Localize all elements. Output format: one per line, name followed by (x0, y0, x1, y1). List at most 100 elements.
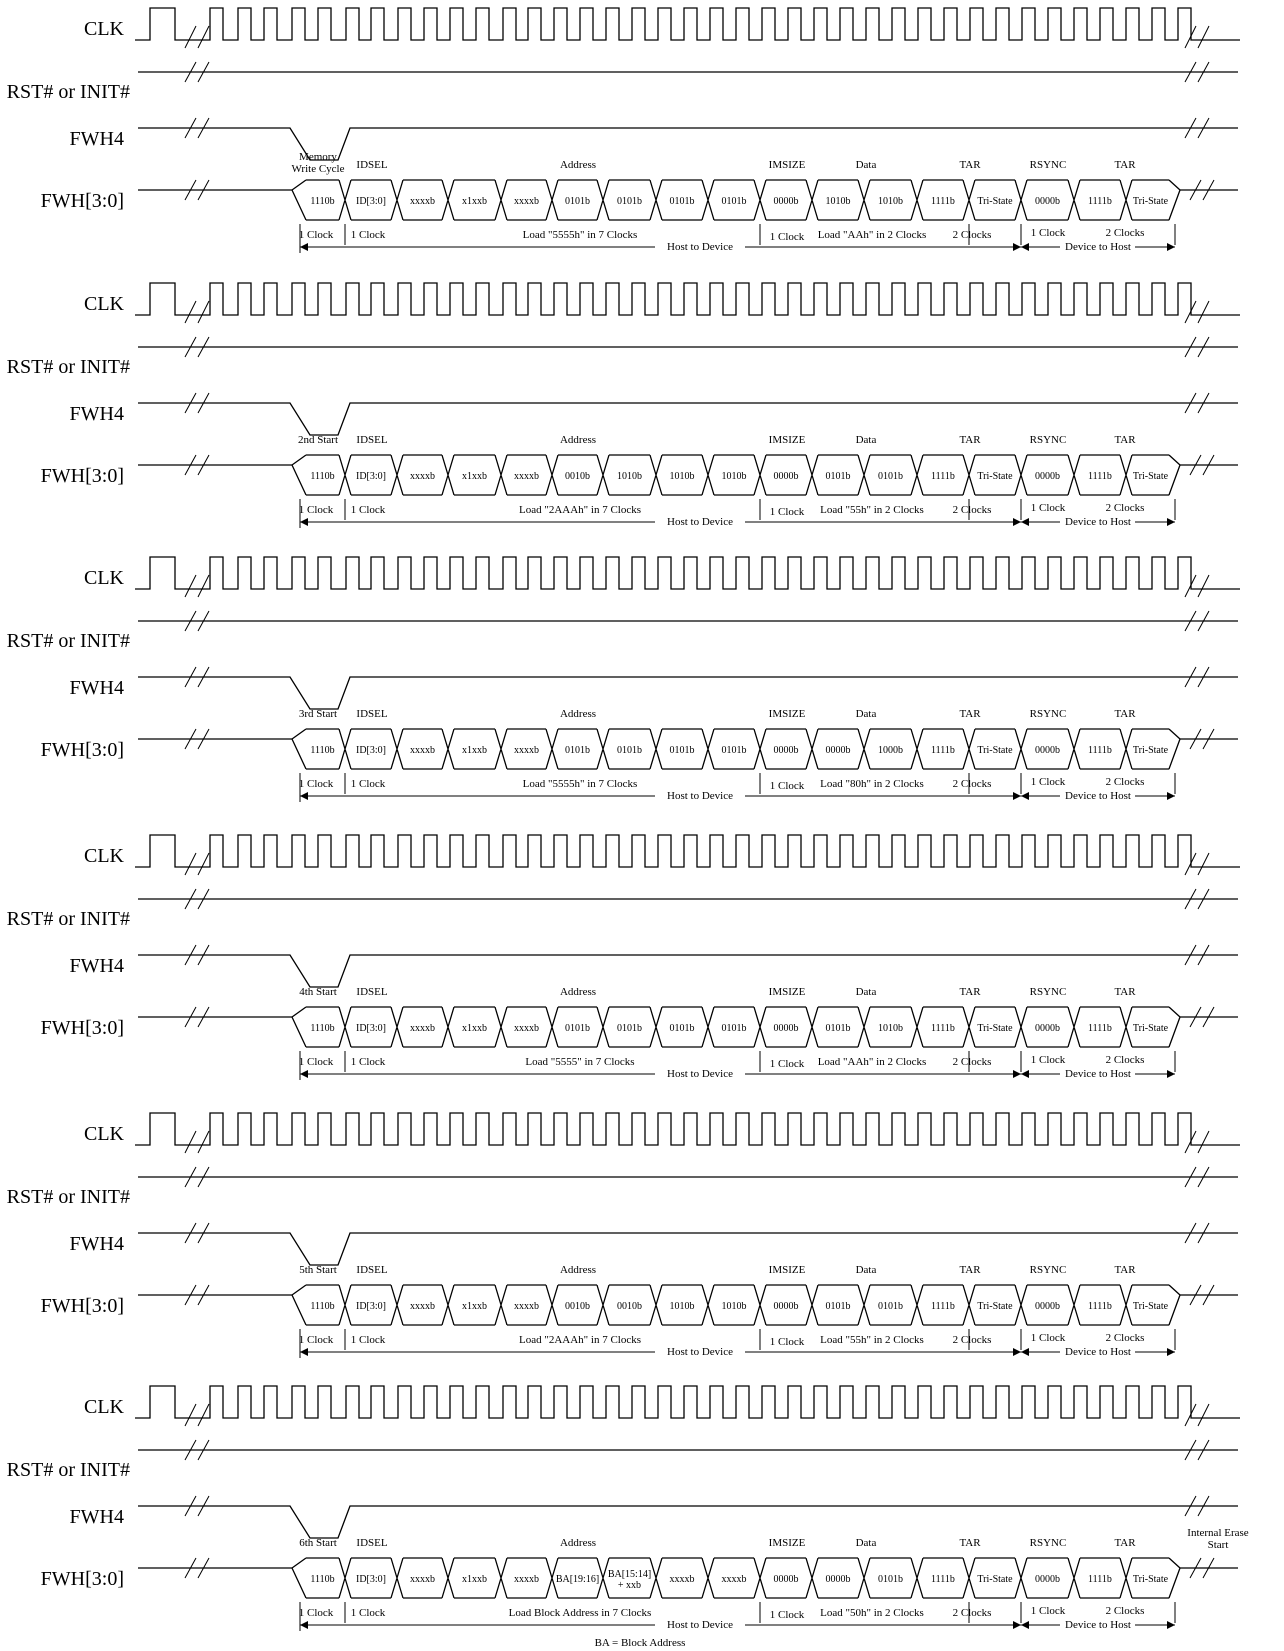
fwh-break-mark (184, 1284, 210, 1306)
fwh4-break-mark (184, 1495, 210, 1517)
tar-header: TAR (959, 986, 981, 998)
fwh-break-mark (184, 728, 210, 750)
idsel-header: IDSEL (356, 708, 387, 720)
bus-cell-value: 0000b (1035, 1301, 1060, 1312)
clock-count-label: 1 Clock (351, 504, 386, 516)
clock-count-label: 1 Clock (770, 506, 805, 518)
bus-cell-value: 0010b (565, 471, 590, 482)
tar-header: TAR (959, 1264, 981, 1276)
rsync-header: RSYNC (1030, 159, 1067, 171)
arrowhead-right (1013, 1070, 1021, 1078)
bus-cell-value: x1xxb (462, 745, 487, 756)
bus-cell-value: BA[15:14] + xxb (608, 1569, 651, 1591)
bus-cell-value: 0000b (1035, 745, 1060, 756)
fwh4-waveform (138, 1505, 1238, 1539)
arrowhead-right (1013, 243, 1021, 251)
bus-cell-value: 0000b (774, 471, 799, 482)
fwh4-waveform (138, 954, 1238, 988)
tar-header: TAR (1114, 986, 1136, 998)
idsel-header: IDSEL (356, 434, 387, 446)
clock-count-label: 2 Clocks (953, 504, 992, 516)
host-to-device-label: Host to Device (667, 1346, 733, 1358)
bus-cell-value: 1111b (931, 1301, 955, 1312)
bus-cell-value: 1010b (722, 471, 747, 482)
bus-cell-value: 0101b (670, 1023, 695, 1034)
arrowhead-left (1021, 1348, 1029, 1356)
bus-cell-value: Tri-State (977, 745, 1013, 756)
bus-cell-value: ID[3:0] (356, 1301, 386, 1312)
clk-break-mark (1184, 1130, 1210, 1154)
bus-cell-value: 0000b (774, 196, 799, 207)
imsize-header: IMSIZE (769, 1537, 806, 1549)
clock-count-label: 1 Clock (1031, 1605, 1066, 1617)
start-label: 6th Start (299, 1537, 337, 1549)
bus-cell-value: 0101b (617, 745, 642, 756)
bus-cell-value: 0000b (1035, 196, 1060, 207)
bus-cell-value: 1110b (310, 1023, 334, 1034)
bus-cell-value: Tri-State (1133, 745, 1169, 756)
bus-cell-value: 0010b (565, 1301, 590, 1312)
clk-label: CLK (84, 1396, 125, 1418)
bus-cell-value: 1110b (310, 745, 334, 756)
clock-count-label: 1 Clock (1031, 1332, 1066, 1344)
fwh4-label: FWH4 (70, 677, 124, 699)
address-clock-note: Load "2AAAh" in 7 Clocks (519, 1334, 641, 1346)
bus-cell-value: Tri-State (1133, 196, 1169, 207)
rst-label: RST# or INIT# (7, 1459, 130, 1481)
bus-cell-value: xxxxb (410, 196, 435, 207)
bus-cell-value: 0000b (774, 1301, 799, 1312)
rst-label: RST# or INIT# (7, 81, 130, 103)
fwh4-break-mark (184, 1222, 210, 1244)
clock-count-label: 2 Clocks (953, 1056, 992, 1068)
bus-cell-value: 0101b (565, 196, 590, 207)
clk-waveform (135, 1385, 1240, 1419)
arrowhead-right (1013, 792, 1021, 800)
imsize-header: IMSIZE (769, 434, 806, 446)
bus-cell-value: 0101b (565, 1023, 590, 1034)
tar-header: TAR (1114, 1264, 1136, 1276)
data-clock-note: Load "AAh" in 2 Clocks (818, 1056, 927, 1068)
clock-count-label: 1 Clock (770, 780, 805, 792)
fwh4-label: FWH4 (70, 1506, 124, 1528)
start-label: 2nd Start (298, 434, 338, 446)
bus-cell-value: 0010b (617, 1301, 642, 1312)
rst-break-mark (1184, 610, 1210, 632)
arrowhead-right (1167, 1070, 1175, 1078)
bus-cell-value: 0101b (670, 196, 695, 207)
clk-waveform (135, 834, 1240, 868)
clk-label: CLK (84, 567, 125, 589)
fwh4-break-mark (184, 666, 210, 688)
device-to-host-label: Device to Host (1065, 241, 1131, 253)
bus-cell-value: xxxxb (410, 1301, 435, 1312)
address-header: Address (560, 1264, 596, 1276)
bus-cell-value: 1111b (1088, 1023, 1112, 1034)
clock-count-label: 1 Clock (351, 229, 386, 241)
rsync-header: RSYNC (1030, 1537, 1067, 1549)
data-header: Data (856, 1537, 877, 1549)
bus-cell-value: xxxxb (670, 1574, 695, 1585)
block-address-footnote: BA = Block Address (595, 1637, 686, 1649)
rsync-header: RSYNC (1030, 986, 1067, 998)
data-header: Data (856, 159, 877, 171)
start-label: 3rd Start (299, 708, 337, 720)
bus-cell-value: 1111b (931, 745, 955, 756)
data-clock-note: Load "55h" in 2 Clocks (820, 504, 924, 516)
address-header: Address (560, 434, 596, 446)
clock-count-label: 1 Clock (770, 1336, 805, 1348)
arrowhead-left (300, 1348, 308, 1356)
fwh4-waveform (138, 127, 1238, 161)
bus-cell-value: Tri-State (1133, 471, 1169, 482)
arrowhead-left (300, 792, 308, 800)
fwh-label: FWH[3:0] (41, 1568, 124, 1590)
address-clock-note: Load "2AAAh" in 7 Clocks (519, 504, 641, 516)
bus-cell-value: 0000b (774, 745, 799, 756)
rsync-header: RSYNC (1030, 434, 1067, 446)
imsize-header: IMSIZE (769, 708, 806, 720)
bus-cell-value: 0101b (826, 1301, 851, 1312)
arrowhead-right (1167, 1348, 1175, 1356)
clk-waveform (135, 556, 1240, 590)
clk-waveform (135, 1112, 1240, 1146)
address-clock-note: Load "5555h" in 7 Clocks (523, 229, 638, 241)
bus-cell-value: 0101b (617, 1023, 642, 1034)
fwh4-label: FWH4 (70, 955, 124, 977)
